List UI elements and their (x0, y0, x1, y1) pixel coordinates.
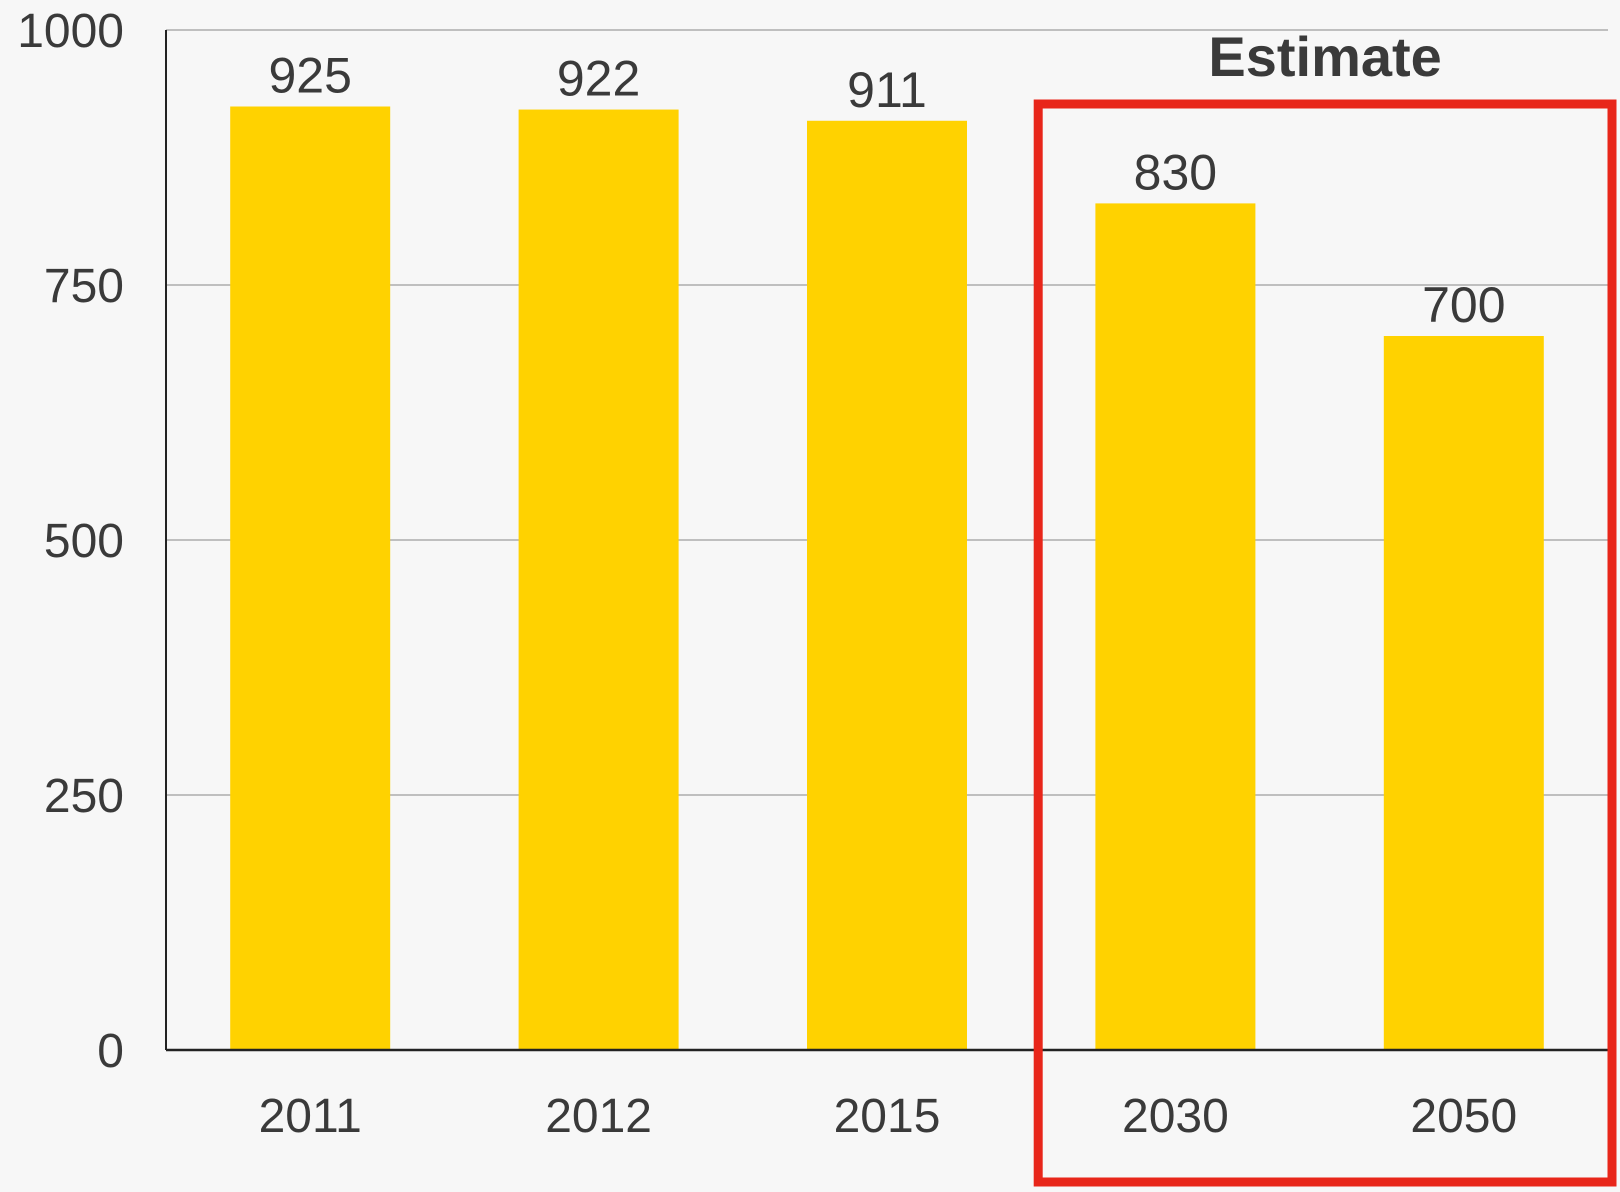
axes (165, 30, 1608, 1052)
y-tick-label-250: 250 (44, 770, 124, 823)
y-tick-label-750: 750 (44, 260, 124, 313)
bar-2030 (1095, 203, 1256, 1050)
x-tick-label-2012: 2012 (545, 1090, 652, 1143)
y-tick-label-500: 500 (44, 515, 124, 568)
bars (230, 106, 1544, 1050)
bar-2015 (807, 120, 967, 1050)
data-label-2050: 700 (1422, 277, 1505, 333)
x-tick-label-2011: 2011 (259, 1090, 362, 1143)
data-label-2012: 922 (557, 51, 640, 107)
x-tick-label-2050: 2050 (1410, 1090, 1517, 1143)
x-tick-labels: 2011 2012 2015 2030 2050 (259, 1090, 1518, 1143)
y-tick-label-0: 0 (97, 1025, 124, 1078)
estimate-annotation: Estimate (1033, 25, 1617, 1187)
y-tick-label-1000: 1000 (17, 5, 124, 58)
bar-2050 (1383, 336, 1544, 1050)
estimate-highlight-box (1033, 99, 1617, 1187)
data-label-2030: 830 (1134, 144, 1217, 200)
data-label-2015: 911 (847, 62, 927, 118)
estimate-label: Estimate (1208, 25, 1441, 88)
bar-2012 (518, 109, 679, 1050)
data-label-2011: 925 (268, 48, 351, 104)
x-tick-label-2015: 2015 (834, 1090, 941, 1143)
data-labels: 925 922 911 830 700 (268, 48, 1505, 334)
y-tick-labels: 0 250 500 750 1000 (17, 5, 124, 1078)
x-tick-label-2030: 2030 (1122, 1090, 1229, 1143)
bar-2011 (230, 106, 391, 1050)
